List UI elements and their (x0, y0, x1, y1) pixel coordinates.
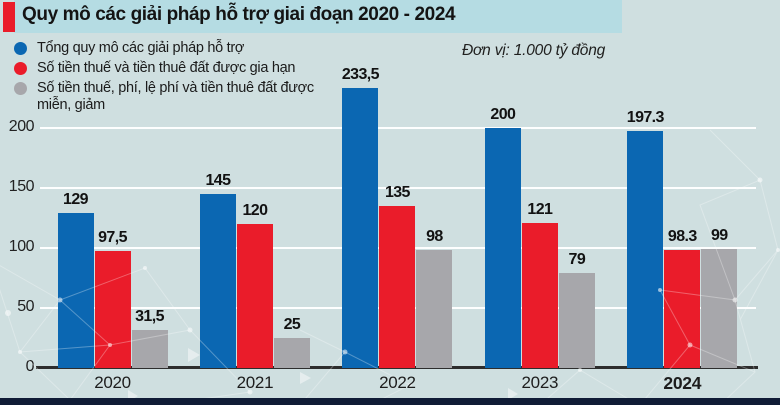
bar-2024-exempted (701, 249, 738, 368)
x-axis-label-2024: 2024 (663, 373, 702, 393)
title-accent-bar (3, 2, 15, 32)
bar-2021-extended (236, 224, 273, 368)
x-axis-label-2022: 2022 (379, 373, 416, 392)
bar-value-2021-extended: 120 (242, 202, 268, 219)
y-axis-tick-0: 0 (25, 358, 35, 375)
bar-2020-extended (94, 251, 131, 368)
bar-value-2022-extended: 135 (384, 184, 411, 201)
legend-label-exempted: Số tiền thuế, phí, lệ phí và tiền thuê đ… (37, 80, 314, 113)
bar-value-2023-extended: 121 (527, 200, 553, 218)
bar-value-2021-total: 145 (205, 172, 231, 189)
legend-item-total: Tổng quy mô các giải pháp hỗ trợ (14, 40, 334, 57)
legend-dot-total (14, 42, 27, 55)
title-band (14, 0, 622, 33)
gridline-150 (40, 187, 756, 189)
bar-2021-total (199, 194, 236, 368)
bar-value-2020-total: 129 (63, 191, 89, 209)
bar-2020-exempted (131, 330, 168, 368)
bar-value-2020-extended: 97,5 (98, 229, 127, 246)
bar-value-2024-exempted: 99 (710, 227, 728, 245)
legend-label-extended: Số tiền thuế và tiền thuê đất được gia h… (37, 60, 296, 76)
x-axis-label-2020: 2020 (94, 373, 131, 392)
bar-2023-total (484, 128, 521, 368)
bar-value-2022-exempted: 98 (426, 228, 443, 246)
x-axis-label-2021: 2021 (236, 373, 274, 392)
bar-2022-extended (379, 206, 416, 368)
bar-2020-total (57, 213, 94, 368)
x-axis-label-2023: 2023 (521, 373, 559, 392)
bar-2022-exempted (416, 250, 453, 368)
y-axis-tick-50: 50 (17, 298, 34, 315)
bar-2023-extended (521, 222, 558, 368)
chart-legend: Tổng quy mô các giải pháp hỗ trợ Số tiền… (14, 40, 334, 114)
bar-2023-exempted (558, 273, 595, 368)
bar-value-2022-total: 233,5 (341, 65, 380, 83)
chart-title: Quy mô các giải pháp hỗ trợ giai đoạn 20… (22, 4, 456, 25)
bar-2022-total (342, 87, 379, 368)
legend-label-total: Tổng quy mô các giải pháp hỗ trợ (37, 40, 245, 56)
y-axis-tick-150: 150 (8, 178, 35, 195)
bar-2021-exempted (273, 338, 310, 368)
y-axis-tick-100: 100 (8, 238, 35, 255)
y-axis-tick-200: 200 (8, 118, 35, 135)
legend-item-extended: Số tiền thuế và tiền thuê đất được gia h… (14, 60, 334, 77)
unit-label: Đơn vị: 1.000 tỷ đồng (462, 42, 606, 59)
legend-item-exempted: Số tiền thuế, phí, lệ phí và tiền thuê đ… (14, 80, 334, 114)
bar-value-2024-extended: 98.3 (667, 228, 697, 246)
bar-value-2023-total: 200 (490, 106, 516, 123)
legend-dot-exempted (14, 82, 27, 95)
bar-2024-extended (664, 250, 701, 368)
legend-dot-extended (14, 62, 27, 75)
bar-value-2020-exempted: 31,5 (135, 308, 164, 326)
bar-value-2021-exempted: 25 (283, 316, 301, 333)
bar-value-2023-exempted: 79 (568, 251, 586, 269)
gridline-200 (40, 127, 756, 129)
bar-value-2024-total: 197.3 (626, 109, 665, 127)
bar-2024-total (627, 131, 664, 368)
footer-bar (0, 398, 780, 405)
